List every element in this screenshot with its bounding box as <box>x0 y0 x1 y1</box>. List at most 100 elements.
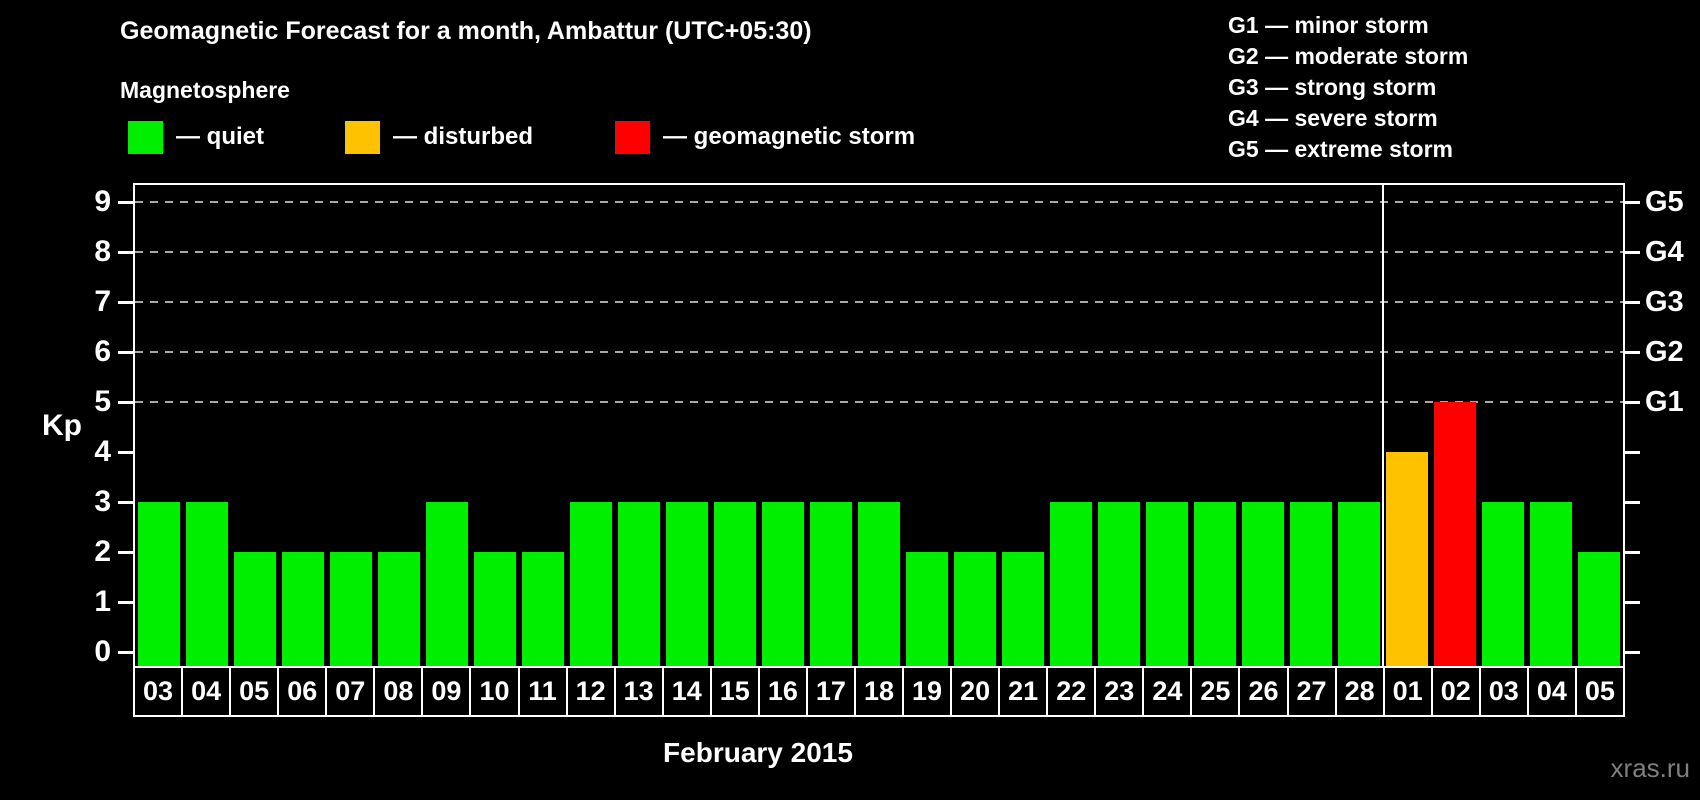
kp-bar-february-09 <box>426 502 468 666</box>
day-label-cell-february-16: 16 <box>757 666 808 717</box>
month-separator-line <box>1382 185 1384 666</box>
kp-bar-february-13 <box>618 502 660 666</box>
y-axis-tick-right-1 <box>1625 600 1640 604</box>
day-label-cell-february-12: 12 <box>565 666 616 717</box>
kp-bar-february-24 <box>1146 502 1188 666</box>
kp-bar-february-21 <box>1002 552 1044 666</box>
y-axis-tick-label-7: 7 <box>94 285 111 318</box>
kp-bar-february-04 <box>186 502 228 666</box>
y-axis-tick-left-9 <box>118 200 133 204</box>
g-scale-legend-line-g3: G3 — strong storm <box>1228 74 1437 100</box>
day-label-cell-february-05: 05 <box>229 666 280 717</box>
day-label-cell-march-03: 03 <box>1478 666 1529 717</box>
y-axis-tick-label-9: 9 <box>94 185 111 218</box>
y-axis-tick-label-3: 3 <box>94 485 111 518</box>
y-axis-tick-left-5 <box>118 400 133 404</box>
day-label-cell-february-03: 03 <box>133 666 184 717</box>
kp-gridline-7 <box>135 301 1623 303</box>
month-label: February 2015 <box>663 737 853 768</box>
y-axis-tick-right-5 <box>1625 400 1640 404</box>
kp-bar-february-19 <box>906 552 948 666</box>
kp-bar-march-01 <box>1386 452 1428 666</box>
kp-bar-february-10 <box>474 552 516 666</box>
y-axis-tick-right-6 <box>1625 350 1640 354</box>
day-label-cell-february-28: 28 <box>1334 666 1385 717</box>
day-label-cell-february-20: 20 <box>950 666 1001 717</box>
y-axis-tick-right-0 <box>1625 650 1640 654</box>
legend-item-quiet: — quiet <box>128 119 264 155</box>
y-axis-tick-right-3 <box>1625 500 1640 504</box>
magnetosphere-label: Magnetosphere <box>120 77 290 103</box>
y-axis-tick-left-1 <box>118 600 133 604</box>
g-scale-legend: G1 — minor storm G2 — moderate storm G3 … <box>1228 10 1468 165</box>
kp-bar-february-25 <box>1194 502 1236 666</box>
day-label-cell-march-05: 05 <box>1574 666 1625 717</box>
y-axis-tick-right-8 <box>1625 250 1640 254</box>
y-axis-tick-left-4 <box>118 450 133 454</box>
legend-item-label: — disturbed <box>393 123 534 150</box>
day-label-cell-february-24: 24 <box>1142 666 1193 717</box>
day-label-cell-february-13: 13 <box>613 666 664 717</box>
kp-bar-february-03 <box>138 502 180 666</box>
y-axis-tick-left-6 <box>118 350 133 354</box>
kp-gridline-6 <box>135 351 1623 353</box>
y-axis-tick-right-9 <box>1625 200 1640 204</box>
kp-bar-february-17 <box>810 502 852 666</box>
day-axis-row: 03 04 05 06 07 08 09 10 11 12 13 14 15 16 17 18 19 20 21 22… <box>133 666 1625 717</box>
y-axis-tick-label-4: 4 <box>94 435 111 468</box>
day-label-cell-february-15: 15 <box>709 666 760 717</box>
day-label-cell-february-08: 08 <box>373 666 424 717</box>
kp-bar-march-05 <box>1578 552 1620 666</box>
g-level-label-g3: G3 <box>1645 286 1684 318</box>
g-level-label-g4: G4 <box>1645 236 1684 268</box>
kp-bar-february-05 <box>234 552 276 666</box>
y-axis-tick-left-3 <box>118 500 133 504</box>
kp-bar-february-08 <box>378 552 420 666</box>
day-label-cell-february-25: 25 <box>1190 666 1241 717</box>
y-axis-tick-label-5: 5 <box>94 385 111 418</box>
day-label-cell-february-14: 14 <box>661 666 712 717</box>
legend-item-storm: — geomagnetic storm <box>615 119 915 155</box>
day-label-cell-march-02: 02 <box>1430 666 1481 717</box>
y-axis-tick-right-4 <box>1625 450 1640 454</box>
y-axis-tick-left-8 <box>118 250 133 254</box>
plot-area: 0 1 2 3 4 5 6 7 8 9 G1 G2 G3 G4 G5 <box>94 183 1684 668</box>
kp-bar-february-07 <box>330 552 372 666</box>
day-label-cell-february-11: 11 <box>517 666 568 717</box>
day-label-cell-february-07: 07 <box>325 666 376 717</box>
day-label-cell-february-10: 10 <box>469 666 520 717</box>
day-label-cell-march-01: 01 <box>1382 666 1433 717</box>
kp-bar-february-11 <box>522 552 564 666</box>
g-scale-legend-line-g5: G5 — extreme storm <box>1228 136 1453 162</box>
day-label-cell-february-17: 17 <box>805 666 856 717</box>
day-label-cell-february-26: 26 <box>1238 666 1289 717</box>
xras-watermark: xras.ru <box>1610 753 1690 783</box>
chart-title: Geomagnetic Forecast for a month, Ambatt… <box>120 17 812 45</box>
disturbed-color-swatch <box>345 120 380 154</box>
kp-bar-february-26 <box>1242 502 1284 666</box>
day-label-cell-february-19: 19 <box>902 666 953 717</box>
y-axis-tick-label-1: 1 <box>94 585 111 618</box>
g-level-label-g5: G5 <box>1645 186 1684 218</box>
y-axis-tick-label-6: 6 <box>94 335 111 368</box>
kp-bar-february-06 <box>282 552 324 666</box>
g-level-label-g2: G2 <box>1645 336 1684 368</box>
y-axis-tick-label-8: 8 <box>94 235 111 268</box>
y-axis-tick-left-7 <box>118 300 133 304</box>
y-axis-tick-right-2 <box>1625 550 1640 554</box>
kp-bar-march-04 <box>1530 502 1572 666</box>
legend-item-label: — geomagnetic storm <box>663 123 916 150</box>
storm-color-swatch <box>615 120 650 154</box>
legend-item-label: — quiet <box>176 123 264 150</box>
y-axis-tick-left-0 <box>118 650 133 654</box>
kp-gridline-8 <box>135 251 1623 253</box>
legend-item-disturbed: — disturbed <box>345 119 533 155</box>
day-label-cell-february-23: 23 <box>1094 666 1145 717</box>
kp-bar-march-03 <box>1482 502 1524 666</box>
day-label-cell-february-22: 22 <box>1046 666 1097 717</box>
g-scale-legend-line-g2: G2 — moderate storm <box>1228 43 1469 69</box>
day-label-cell-february-27: 27 <box>1286 666 1337 717</box>
kp-bar-march-02 <box>1434 402 1476 666</box>
y-axis-tick-left-2 <box>118 550 133 554</box>
